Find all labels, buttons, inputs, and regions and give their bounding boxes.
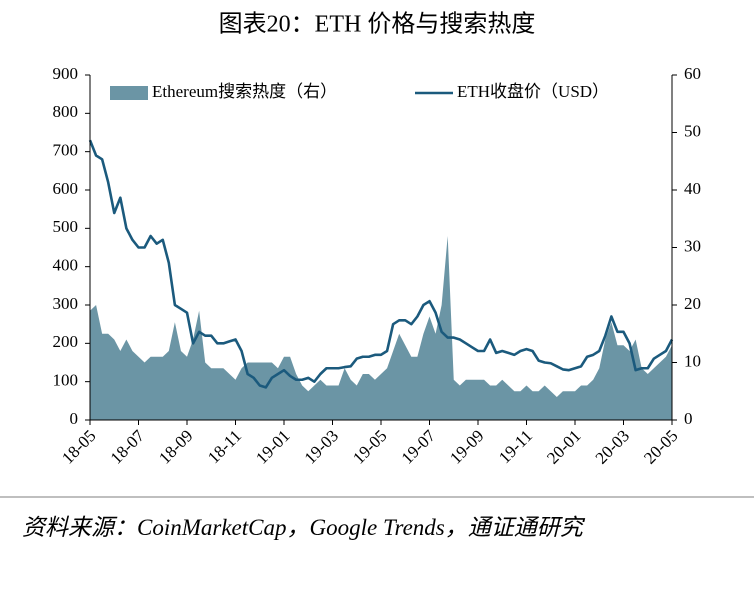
y-tick-label: 100 bbox=[53, 371, 79, 390]
y-tick-label: 600 bbox=[53, 179, 79, 198]
x-tick-label: 19-01 bbox=[252, 426, 293, 467]
legend-label: ETH收盘价（USD） bbox=[457, 82, 609, 101]
price-line bbox=[88, 139, 674, 389]
y2-tick-label: 50 bbox=[684, 121, 701, 140]
x-tick-label: 20-05 bbox=[640, 426, 681, 467]
legend-label: Ethereum搜索热度（右） bbox=[152, 82, 337, 101]
y-tick-label: 800 bbox=[53, 102, 79, 121]
x-tick-label: 19-03 bbox=[301, 426, 342, 467]
y2-tick-label: 60 bbox=[684, 64, 701, 83]
y2-tick-label: 0 bbox=[684, 409, 693, 428]
x-tick-label: 18-05 bbox=[58, 426, 99, 467]
y-tick-label: 0 bbox=[70, 409, 79, 428]
search-area bbox=[90, 236, 672, 420]
x-tick-label: 18-09 bbox=[155, 426, 196, 467]
y2-tick-label: 30 bbox=[684, 236, 701, 255]
x-tick-label: 19-09 bbox=[446, 426, 487, 467]
y-tick-label: 500 bbox=[53, 217, 79, 236]
y-tick-label: 700 bbox=[53, 141, 79, 160]
y-tick-label: 200 bbox=[53, 332, 79, 351]
x-tick-label: 20-03 bbox=[592, 426, 633, 467]
y2-tick-label: 40 bbox=[684, 179, 701, 198]
x-tick-label: 19-07 bbox=[398, 426, 440, 468]
y2-tick-label: 20 bbox=[684, 294, 701, 313]
chart-title: 图表20：ETH 价格与搜索热度 bbox=[219, 11, 536, 38]
x-tick-label: 19-05 bbox=[349, 426, 390, 467]
y-tick-label: 900 bbox=[53, 64, 79, 83]
y2-tick-label: 10 bbox=[684, 351, 701, 370]
x-tick-label: 18-11 bbox=[204, 426, 245, 467]
legend-swatch bbox=[110, 86, 148, 100]
y-tick-label: 400 bbox=[53, 256, 79, 275]
x-tick-label: 20-01 bbox=[543, 426, 584, 467]
x-tick-label: 18-07 bbox=[107, 426, 149, 468]
y-tick-label: 300 bbox=[53, 294, 79, 313]
x-tick-label: 19-11 bbox=[495, 426, 536, 467]
source-note: 资料来源：CoinMarketCap，Google Trends，通证通研究 bbox=[22, 515, 583, 540]
chart: 图表20：ETH 价格与搜索热度 01002003004005006007008… bbox=[0, 11, 754, 498]
